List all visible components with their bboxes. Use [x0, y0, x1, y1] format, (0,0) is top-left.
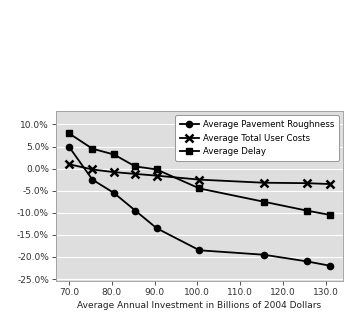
Text: Projected Changes in 2024 Highway Condition and
Performance Measures Compared wi: Projected Changes in 2024 Highway Condit…: [40, 31, 310, 69]
Legend: Average Pavement Roughness, Average Total User Costs, Average Delay: Average Pavement Roughness, Average Tota…: [175, 115, 339, 161]
X-axis label: Average Annual Investment in Billions of 2004 Dollars: Average Annual Investment in Billions of…: [77, 301, 322, 310]
